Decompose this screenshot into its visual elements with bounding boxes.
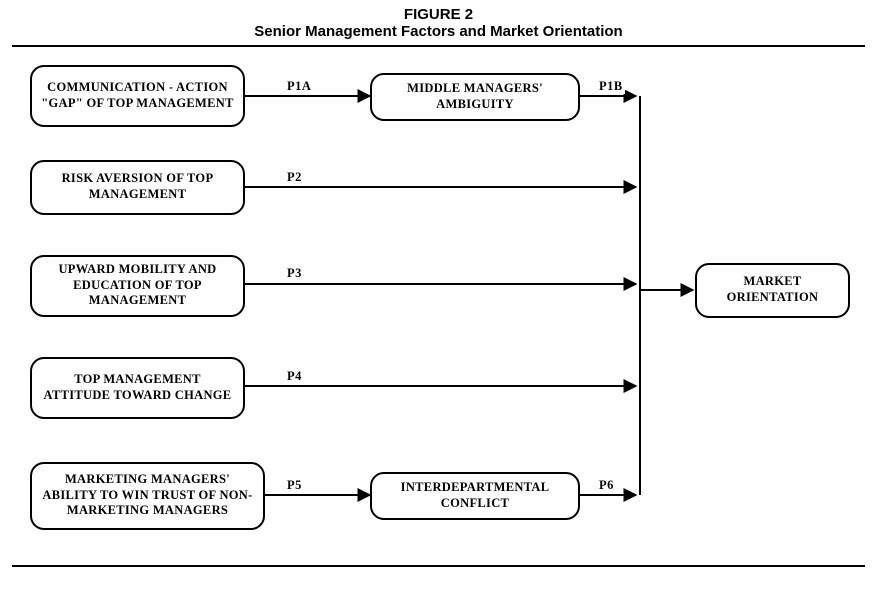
node-marketing-managers-trust: MARKETING MANAGERS' ABILITY TO WIN TRUST…	[30, 462, 265, 530]
node-interdepartmental-conflict: INTERDEPARTMENTAL CONFLICT	[370, 472, 580, 520]
node-label: TOP MANAGEMENT ATTITUDE TOWARD CHANGE	[40, 372, 235, 403]
node-label: INTERDEPARTMENTAL CONFLICT	[380, 480, 570, 511]
figure-title: Senior Management Factors and Market Ori…	[0, 23, 877, 40]
node-label: MARKET ORIENTATION	[705, 274, 840, 305]
node-risk-aversion: RISK AVERSION OF TOP MANAGEMENT	[30, 160, 245, 215]
edge-label-p4: P4	[285, 369, 304, 384]
edge-label-p1a: P1A	[285, 79, 313, 94]
node-communication-action-gap: COMMUNICATION - ACTION "GAP" OF TOP MANA…	[30, 65, 245, 127]
node-attitude-toward-change: TOP MANAGEMENT ATTITUDE TOWARD CHANGE	[30, 357, 245, 419]
node-market-orientation: MARKET ORIENTATION	[695, 263, 850, 318]
node-label: MARKETING MANAGERS' ABILITY TO WIN TRUST…	[40, 472, 255, 519]
edge-label-p5: P5	[285, 478, 304, 493]
node-label: UPWARD MOBILITY AND EDUCATION OF TOP MAN…	[40, 262, 235, 309]
node-label: RISK AVERSION OF TOP MANAGEMENT	[40, 171, 235, 202]
figure-header: FIGURE 2 Senior Management Factors and M…	[0, 0, 877, 41]
node-upward-mobility: UPWARD MOBILITY AND EDUCATION OF TOP MAN…	[30, 255, 245, 317]
diagram-canvas: COMMUNICATION - ACTION "GAP" OF TOP MANA…	[0, 47, 877, 587]
edge-label-p1b: P1B	[597, 79, 625, 94]
node-label: COMMUNICATION - ACTION "GAP" OF TOP MANA…	[40, 80, 235, 111]
node-label: MIDDLE MANAGERS' AMBIGUITY	[380, 81, 570, 112]
edge-label-p3: P3	[285, 266, 304, 281]
node-middle-managers-ambiguity: MIDDLE MANAGERS' AMBIGUITY	[370, 73, 580, 121]
edge-label-p6: P6	[597, 478, 616, 493]
edge-label-p2: P2	[285, 170, 304, 185]
figure-label: FIGURE 2	[0, 6, 877, 23]
